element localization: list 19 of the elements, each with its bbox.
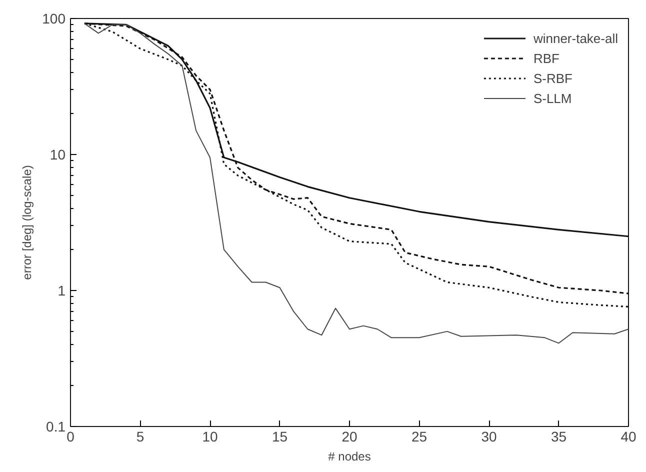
y-tick-label: 100 bbox=[42, 10, 66, 26]
y-tick-label: 1 bbox=[58, 282, 66, 298]
x-axis-title: # nodes bbox=[328, 450, 371, 464]
y-tick-label: 10 bbox=[50, 146, 66, 162]
x-tick-label: 20 bbox=[342, 428, 358, 444]
x-tick-label: 40 bbox=[620, 428, 636, 444]
legend-label: RBF bbox=[533, 50, 560, 66]
x-tick-label: 5 bbox=[136, 428, 144, 444]
x-tick-label: 15 bbox=[272, 428, 288, 444]
x-tick-label: 25 bbox=[411, 428, 428, 444]
x-tick-label: 30 bbox=[481, 428, 497, 444]
x-tick-label: 35 bbox=[550, 428, 567, 444]
x-tick-label: 10 bbox=[202, 428, 218, 444]
y-tick-label: 0.1 bbox=[46, 418, 66, 434]
x-tick-label: 0 bbox=[66, 428, 75, 444]
y-axis-title: error [deg] (log-scale) bbox=[20, 165, 34, 280]
legend-label: winner-take-all bbox=[533, 30, 618, 46]
legend-label: S-LLM bbox=[533, 90, 572, 106]
legend-label: S-RBF bbox=[533, 70, 572, 86]
